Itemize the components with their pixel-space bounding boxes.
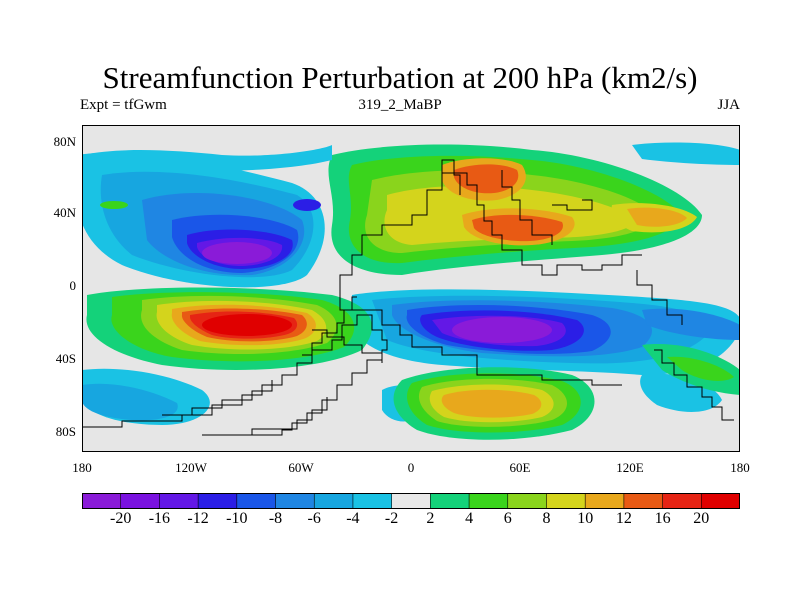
coastline-antarctica: [202, 397, 328, 436]
colorbar-swatch: [197, 493, 238, 509]
colorbar-swatch: [352, 493, 393, 509]
colorbar-swatch: [275, 493, 316, 509]
colorbar-label: 20: [693, 510, 710, 527]
colorbar-swatch: [623, 493, 664, 509]
colorbar-label: -2: [384, 510, 399, 527]
colorbar-swatch: [662, 493, 703, 509]
colorbar-swatch: [700, 493, 740, 509]
map-frame: [82, 125, 740, 452]
colorbar-label: 2: [426, 510, 435, 527]
colorbar-label: -6: [307, 510, 321, 527]
lat-label-80n: 80N: [53, 134, 76, 149]
colorbar-swatch: [120, 493, 161, 509]
lat-label-eq: 0: [69, 278, 77, 293]
lon-label-180w: 180: [72, 460, 92, 475]
colorbar-swatch: [82, 493, 122, 509]
lon-label-0: 0: [407, 460, 415, 475]
contour-field: [82, 142, 740, 440]
lat-label-80s: 80S: [55, 424, 76, 439]
colorbar-label: 10: [577, 510, 594, 527]
lon-label-180e: 180: [730, 460, 750, 475]
colorbar-label: 12: [615, 510, 632, 527]
colorbar-label: -4: [346, 510, 360, 527]
coastline-africa: [339, 293, 622, 386]
colorbar-swatch: [391, 493, 432, 509]
colorbar-label: 16: [654, 510, 671, 527]
positive-patch-small: [100, 201, 128, 209]
experiment-label: Expt = tfGwm: [80, 97, 167, 113]
colorbar-swatch: [507, 493, 548, 509]
coastline-eurasia: [339, 172, 642, 293]
negative-anomaly-north-pacific: [82, 152, 325, 288]
coastlines: [82, 159, 734, 436]
positive-anomaly-south-atlantic: [393, 367, 595, 440]
season-label: JJA: [717, 97, 740, 113]
coastline-australia: [654, 349, 734, 421]
colorbar-label: 6: [503, 510, 512, 527]
colorbar-swatch: [236, 493, 277, 509]
streamfunction-map: [82, 125, 740, 452]
colorbar-label: 4: [465, 510, 474, 527]
colorbar-label: -20: [110, 510, 132, 527]
chart-title: Streamfunction Perturbation at 200 hPa (…: [102, 60, 698, 95]
colorbar-swatch: [584, 493, 625, 509]
colorbar-label: -16: [148, 510, 171, 527]
lat-label-40n: 40N: [53, 205, 76, 220]
colorbar-label: -10: [226, 510, 248, 527]
colorbar-label: -8: [268, 510, 283, 527]
colorbar: [82, 493, 740, 509]
negative-band-arctic: [82, 145, 332, 172]
case-label: 319_2_MaBP: [358, 97, 442, 113]
positive-anomaly-asia: [328, 144, 702, 275]
colorbar-label: -12: [187, 510, 209, 527]
negative-anomaly-indian-ocean: [351, 289, 740, 375]
lon-label-120e: 120E: [616, 460, 644, 475]
positive-anomaly-south-pacific: [86, 287, 373, 370]
colorbar-label: 8: [542, 510, 551, 527]
lon-label-60e: 60E: [509, 460, 531, 475]
coastline-south-atlantic: [312, 329, 383, 363]
colorbar-swatch: [468, 493, 509, 509]
colorbar-swatch: [430, 493, 470, 509]
lon-label-120w: 120W: [175, 460, 207, 475]
colorbar-swatch: [159, 493, 199, 509]
lat-label-40s: 40S: [55, 351, 76, 366]
colorbar-swatch: [546, 493, 586, 509]
colorbar-swatch: [313, 493, 354, 509]
lon-label-60w: 60W: [288, 460, 314, 475]
